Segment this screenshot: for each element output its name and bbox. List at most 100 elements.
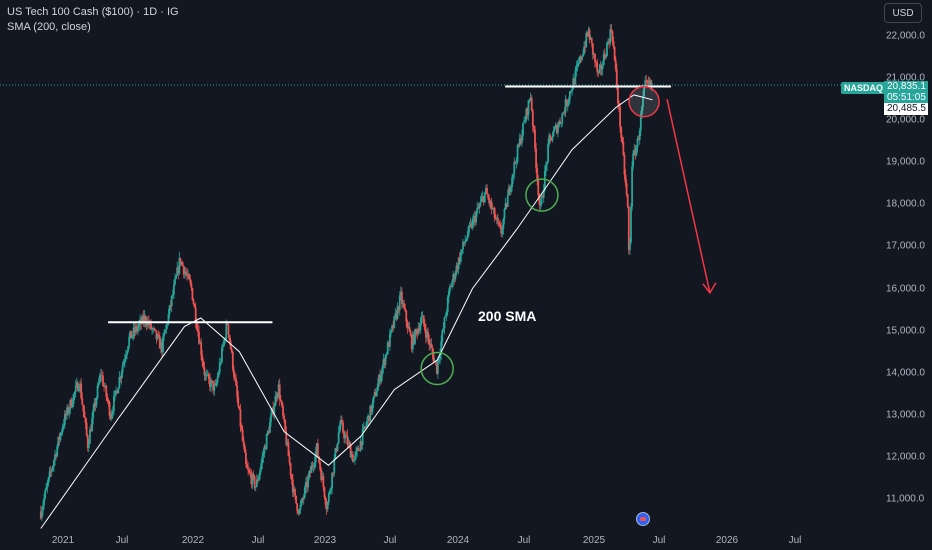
sma-indicator-label[interactable]: SMA (200, close) [7, 21, 91, 33]
candle-body [540, 196, 543, 205]
candle-body [255, 479, 258, 487]
candle-body [322, 476, 325, 488]
candle-body [275, 395, 278, 399]
candle-body [512, 173, 515, 178]
candle-body [164, 330, 167, 334]
candle-body [284, 419, 287, 432]
candle-body [166, 324, 169, 325]
candle-body [305, 481, 307, 488]
candle-body [363, 426, 366, 428]
candle-body [114, 390, 116, 396]
candle-body [458, 257, 461, 262]
candle-body [102, 375, 104, 386]
candle-body [588, 29, 591, 40]
candle-body [72, 394, 75, 405]
candle-body [157, 334, 160, 337]
candle-body [501, 229, 504, 234]
candle-body [137, 327, 139, 331]
candle-body [338, 425, 341, 433]
candle-body [547, 143, 549, 163]
sma-annotation-text[interactable]: 200 SMA [478, 308, 537, 324]
candle-body [235, 378, 237, 386]
candle-body [143, 315, 146, 323]
candle-body [358, 450, 361, 452]
candle-body [281, 401, 283, 406]
candle-body [210, 380, 212, 388]
candle-body [490, 200, 493, 209]
candle-body [194, 307, 197, 323]
candle-body [190, 282, 193, 288]
candle-body [545, 165, 547, 171]
candle-body [188, 274, 191, 280]
candle-body [170, 295, 173, 307]
candle-body [566, 102, 569, 107]
candle-body [636, 138, 639, 148]
us-flag-event-icon[interactable] [636, 512, 650, 526]
candle-body [394, 313, 397, 317]
candle-body [123, 359, 126, 362]
candle-body [234, 377, 236, 379]
candle-body [379, 374, 381, 382]
symbol-tag: NASDAQ [841, 82, 887, 94]
candle-body [474, 215, 476, 223]
candle-body [576, 64, 579, 68]
candle-body [189, 279, 192, 283]
candle-body [98, 375, 101, 384]
candle-body [165, 324, 168, 331]
candle-body [152, 328, 155, 330]
candle-body [584, 46, 587, 48]
candle-body [393, 316, 396, 328]
candle-body [229, 340, 232, 349]
candle-body [420, 316, 423, 324]
bearish-arrow-shaft [666, 98, 711, 293]
candle-body [624, 174, 627, 184]
candle-body [216, 376, 219, 383]
candle-body [109, 416, 112, 419]
candle-body [68, 409, 71, 414]
candle-body [480, 198, 483, 202]
candle-body [85, 422, 88, 436]
candle-body [317, 443, 319, 457]
candle-body [236, 385, 239, 398]
candle-body [596, 62, 599, 72]
candle-body [276, 393, 279, 399]
candle-body [571, 89, 573, 92]
symbol-title[interactable]: US Tech 100 Cash ($100) · 1D · IG [7, 6, 179, 18]
candle-body [262, 453, 265, 457]
candle-body [406, 321, 409, 329]
candle-body [646, 80, 649, 82]
candle-body [617, 87, 619, 104]
candle-body [254, 486, 257, 488]
candle-body [113, 395, 115, 412]
currency-button[interactable]: USD [884, 3, 922, 23]
candle-body [444, 316, 447, 318]
chart-legend[interactable]: US Tech 100 Cash ($100) · 1D · IG SMA (2… [7, 5, 179, 35]
candle-body [625, 183, 628, 195]
candle-body [335, 448, 338, 451]
time-tick-label: Jul [251, 535, 265, 546]
candle-body [169, 305, 172, 307]
candle-body [441, 330, 444, 342]
candle-body [212, 381, 215, 391]
candle-body [144, 315, 147, 323]
candle-body [291, 479, 294, 493]
candle-body [106, 396, 109, 401]
candle-body [495, 217, 498, 220]
candle-body [538, 195, 541, 205]
candle-body [126, 351, 128, 356]
candle-body [632, 153, 635, 167]
candle-body [487, 194, 489, 199]
candle-body [158, 336, 161, 349]
candle-body [574, 70, 577, 85]
price-tick-label: 20,000.0 [886, 114, 925, 126]
candle-body [523, 121, 525, 124]
candle-body [174, 278, 176, 285]
candle-body [186, 274, 188, 276]
candle-body [87, 443, 90, 448]
time-tick-label: 2024 [446, 535, 470, 546]
candle-body [530, 97, 533, 111]
candle-body [230, 348, 233, 352]
candle-body [120, 372, 123, 379]
